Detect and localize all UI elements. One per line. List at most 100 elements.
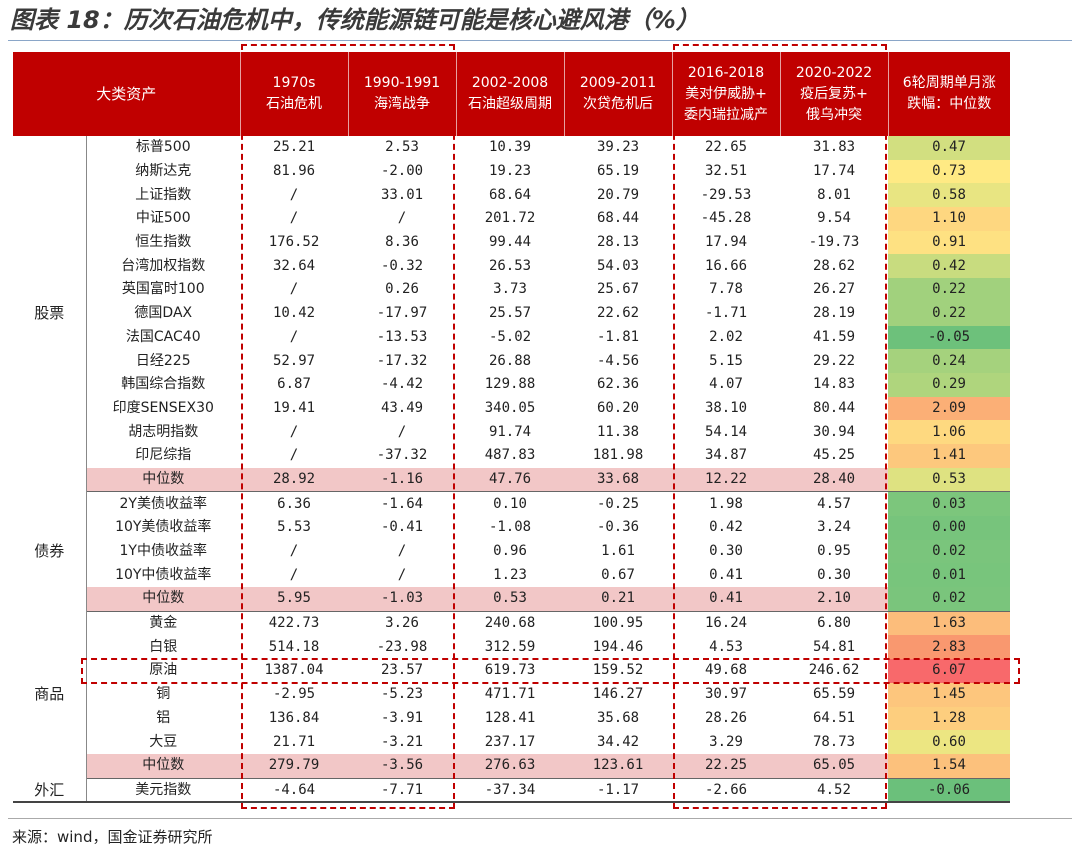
asset-name: 10Y美债收益率 [115,519,212,536]
header-text: 2016-2018 [687,64,765,81]
header-text: 俄乌冲突 [806,106,863,123]
cell-value: -3.21 [380,733,424,750]
cell-value: / [289,186,299,203]
cell-value: 39.23 [596,139,640,156]
cell-value: 19.41 [272,399,316,416]
cell-value: 19.23 [488,163,532,180]
cell-value: 194.46 [592,638,644,655]
cell-value: 5.53 [277,519,311,536]
asset-name: 日经225 [135,352,191,369]
table-row: 韩国综合指数 6.87 -4.42 129.88 62.36 4.07 14.83 0.29 [13,372,1011,397]
cell-value: -1.03 [348,587,457,612]
header-text: 石油超级周期 [468,96,553,112]
cell-value: 54.03 [596,257,640,274]
cell-value: 52.97 [272,352,316,369]
asset-name: 法国CAC40 [125,328,201,345]
asset-name: 中位数 [86,587,241,612]
header-1990: 1990-1991 海湾战争 [348,52,457,136]
table-body: 股票 标普500 25.21 2.53 10.39 39.23 22.65 31.83 0.47… [13,136,1011,804]
header-text: 海湾战争 [374,96,431,112]
cell-value: 54.81 [812,638,856,655]
cell-value: 6.36 [277,495,311,512]
asset-name: 中位数 [86,753,241,779]
asset-name: 台湾加权指数 [121,257,206,274]
cell-value: 28.62 [812,257,856,274]
cell-value: 136.84 [268,709,320,726]
cell-value: 25.67 [596,281,640,298]
cell-value: 91.74 [488,423,532,440]
cell-value: 0.41 [709,566,743,583]
median-row: 中位数 5.95 -1.03 0.53 0.21 0.41 2.10 0.02 [13,587,1011,612]
cell-value: -2.66 [672,778,781,804]
cell-value: -45.28 [700,210,752,227]
median-value: 1.45 [888,682,1011,707]
cell-value: -4.64 [240,778,349,804]
cell-value: 78.73 [812,733,856,750]
footer-divider [8,818,1072,819]
asset-name: 白银 [149,638,178,655]
cell-value: 28.13 [596,234,640,251]
asset-name: 铜 [156,686,171,703]
asset-name: 韩国综合指数 [121,376,206,393]
cell-value: 80.44 [812,399,856,416]
median-value: -0.06 [888,778,1011,804]
median-value: 0.03 [888,491,1011,516]
cell-value: 279.79 [240,753,349,779]
cell-value: -4.56 [596,352,640,369]
cell-value: 28.19 [812,305,856,322]
table-header: 大类资产 1970s 石油危机 1990-1991 海湾战争 2002-2008… [13,52,1011,136]
cell-value: 65.19 [596,163,640,180]
cell-value: 99.44 [488,234,532,251]
table-bottom-border [13,801,1010,803]
cell-value: 26.27 [812,281,856,298]
median-value: 1.54 [888,753,1011,779]
median-value: 2.83 [888,635,1011,660]
title-divider [8,40,1072,41]
table-row: 商品 黄金 422.73 3.26 240.68 100.95 16.24 6.80 1.63 [13,611,1011,779]
cell-value: 0.96 [493,543,527,560]
median-value: 0.91 [888,230,1011,255]
cell-value: 181.98 [592,447,644,464]
cell-value: 35.68 [596,709,640,726]
asset-name: 2Y美债收益率 [119,495,207,512]
cell-value: / [289,281,299,298]
cell-value: 0.10 [493,495,527,512]
median-value: 0.00 [888,516,1011,540]
cell-value: 33.68 [564,467,673,493]
median-value: 0.22 [888,278,1011,302]
cell-value: 21.71 [272,733,316,750]
header-text: 委内瑞拉减产 [684,106,769,123]
cell-value: 54.14 [704,423,748,440]
table-row: 恒生指数 176.52 8.36 99.44 28.13 17.94 -19.73 0.91 [13,230,1011,255]
cell-value: 0.30 [817,566,851,583]
header-text: 石油危机 [266,96,323,112]
cell-value: 62.36 [596,376,640,393]
cell-value: -7.71 [348,778,457,804]
cell-value: 201.72 [484,210,536,227]
cell-value: -0.32 [380,257,424,274]
cell-value: -2.00 [380,163,424,180]
cell-value: -0.41 [380,519,424,536]
asset-name: 铝 [156,709,171,726]
cell-value: / [289,328,299,345]
header-2002: 2002-2008 石油超级周期 [456,52,565,136]
cell-value: -17.97 [376,305,428,322]
cell-value: -2.95 [272,686,316,703]
table-row: 胡志明指数 / / 91.74 11.38 54.14 30.94 1.06 [13,420,1011,444]
table-row: 1Y中债收益率 / / 0.96 1.61 0.30 0.95 0.02 [13,539,1011,564]
cell-value: 45.25 [812,447,856,464]
cell-value: 32.51 [704,163,748,180]
median-value: 6.07 [888,659,1011,683]
header-2016: 2016-2018 美对伊威胁+ 委内瑞拉减产 [672,52,781,136]
asset-name: 印度SENSEX30 [112,399,214,416]
cell-value: 0.53 [456,587,565,612]
figure-title: 图表 18：历次石油危机中，传统能源链可能是核心避风港（%） [10,6,700,34]
median-value: 0.53 [888,467,1011,493]
header-median: 6轮周期单月涨 跌幅：中位数 [888,52,1011,136]
cell-value: / [289,210,299,227]
table-row: 德国DAX 10.42 -17.97 25.57 22.62 -1.71 28.19 0.22 [13,301,1011,326]
asset-name: 原油 [149,662,178,679]
header-text: 2020-2022 [795,64,873,81]
cell-value: -1.16 [348,467,457,493]
table-row: 法国CAC40 / -13.53 -5.02 -1.81 2.02 41.59 -0.05 [13,325,1011,350]
